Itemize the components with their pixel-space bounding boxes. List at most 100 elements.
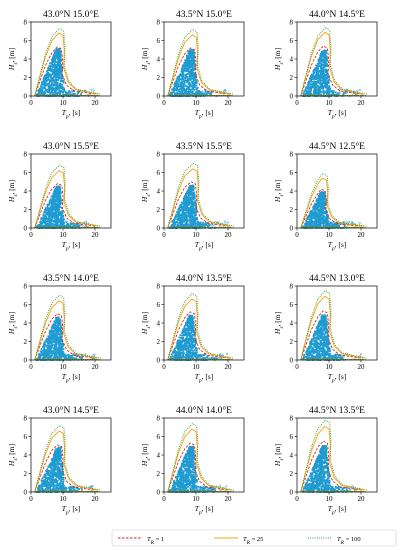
scatter-point [310,93,313,96]
scatter-point [57,319,60,322]
scatter-point [181,66,184,69]
scatter-point [43,355,46,358]
scatter-point [319,65,322,68]
contour-T_R-25 [167,168,232,228]
scatter-point [55,82,58,84]
scatter-point [328,226,331,228]
y-tick-label: 4 [290,187,294,195]
scatter-point [48,203,50,206]
scatter-point [183,224,186,227]
scatter-point [57,351,59,354]
scatter-point [183,81,186,84]
scatter-point [69,222,72,225]
scatter-point [315,86,317,89]
scatter-point [332,224,335,226]
scatter-point [317,80,320,83]
scatter-point [189,336,192,339]
scatter-point [41,352,44,355]
scatter-point [323,77,326,79]
scatter-point [305,222,307,225]
scatter-point [223,220,226,223]
scatter-point [304,224,307,227]
scatter-point [61,91,64,94]
scatter-point [190,202,193,205]
x-tick-label: 10 [60,99,68,107]
scatter-point [41,91,44,94]
scatter-point [327,216,329,219]
scatter-point [179,224,181,227]
scatter-point [322,49,325,52]
scatter-point [181,65,184,68]
scatter-point [198,92,201,94]
scatter-point [57,200,60,203]
scatter-point [313,202,316,205]
scatter-point [186,192,188,194]
scatter-point [310,89,312,92]
scatter-point [338,224,341,227]
scatter-point [46,356,49,359]
scatter-point [59,206,62,209]
scatter-point [47,216,50,219]
scatter-point [72,353,75,356]
scatter-point [180,213,183,216]
scatter-point [176,218,178,221]
scatter-point [52,206,55,209]
scatter-point [323,55,326,58]
scatter-point [189,216,191,218]
scatter-point [62,86,65,89]
scatter-point [55,75,57,78]
scatter-point [69,357,71,360]
scatter-point [187,199,190,202]
y-tick-label: 6 [24,37,28,45]
scatter-point [325,213,328,216]
scatter-point [56,72,59,75]
scatter-point [55,223,58,226]
scatter-point [48,223,51,226]
scatter-point [48,342,51,345]
scatter-point [51,57,54,60]
scatter-point [179,85,182,88]
scatter-point [336,222,339,225]
scatter-point [187,82,190,85]
scatter-point [187,187,190,190]
scatter-point [191,77,194,80]
scatter-point [193,193,196,196]
scatter-point [328,86,331,89]
scatter-point [189,185,191,187]
scatter-point [189,221,191,224]
scatter-point [182,72,185,75]
scatter-point [317,215,319,218]
scatter-point [46,76,49,79]
scatter-point [179,83,182,86]
scatter-point [45,337,48,340]
scatter-point [187,348,190,351]
scatter-point [46,204,49,207]
scatter-point [307,83,309,86]
scatter-point [314,87,317,90]
scatter-point [59,59,62,62]
scatter-point [192,196,194,199]
scatter-point [50,81,53,83]
scatter-point [320,73,323,75]
scatter-point [54,334,57,337]
scatter-point [48,225,51,228]
scatter-point [43,211,46,213]
scatter-point [54,73,57,76]
scatter-point [51,71,54,74]
y-tick-label: 2 [24,206,28,214]
scatter-point [181,211,184,214]
scatter-point [187,214,189,217]
scatter-point [52,201,55,204]
scatter-point [181,217,184,220]
scatter-point [224,89,227,92]
scatter-point [48,74,51,77]
scatter-point [330,89,333,92]
scatter-point [312,207,315,210]
scatter-point [317,88,320,91]
scatter-point [58,67,61,69]
scatter-point [316,219,319,221]
scatter-point [191,50,194,53]
scatter-point [317,220,320,223]
scatter-point [57,342,60,345]
scatter-point [310,215,313,218]
